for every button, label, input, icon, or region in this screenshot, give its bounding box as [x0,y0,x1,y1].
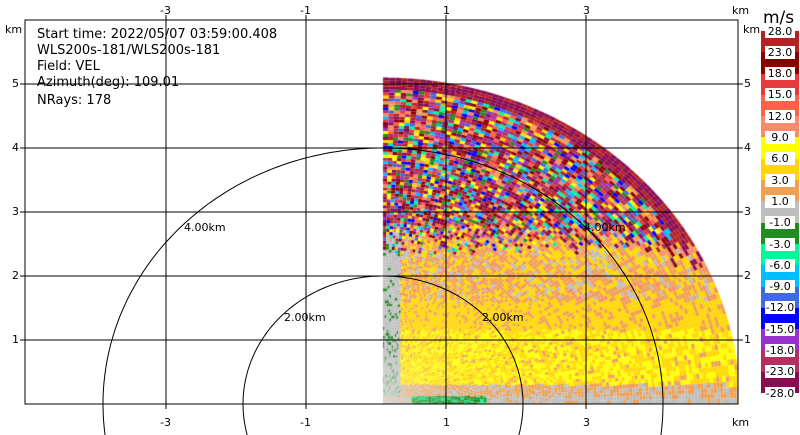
info-instrument: WLS200s-181/WLS200s-181 [37,43,221,58]
y-tick-left: 3 [12,205,19,218]
ring-label-4km: 4.00km [184,221,226,234]
x-tick-bottom: 3 [583,416,590,429]
x-unit-top: km [732,4,750,17]
colorbar-label: 15.0 [765,88,795,102]
y-tick-left: 1 [12,333,19,346]
x-tick-top: -3 [160,4,171,17]
colorbar-label: -9.0 [765,280,795,294]
info-nrays: NRays: 178 [37,93,112,108]
colorbar-label: 23.0 [765,45,795,59]
plot-frame [24,19,739,405]
y-tick-right: 1 [744,333,751,346]
colorbar-label: 12.0 [765,109,795,123]
colorbar-label: -18.0 [765,344,795,357]
ring-label-4km: 4.00km [584,221,626,234]
y-tick-right: 4 [744,141,751,154]
colorbar-label: 18.0 [765,67,795,81]
range-ring [102,147,664,435]
x-unit-bottom: km [732,416,750,429]
info-azimuth: Azimuth(deg): 109.01 [37,75,180,90]
y-tick-right: 5 [744,77,751,90]
colorbar-label: 28.0 [765,24,795,38]
colorbar: 28.0 23.0 18.0 15.0 12.0 9.0 6.0 3.0 1.0 -1.0 -3.0… [761,24,799,400]
y-tick-right: 3 [744,205,751,218]
colorbar-label: -12.0 [765,301,795,315]
x-tick-bottom: 1 [443,416,450,429]
colorbar-label: 6.0 [765,152,795,166]
colorbar-label: 1.0 [765,194,795,208]
x-tick-bottom: -3 [160,416,171,429]
y-tick-left: 2 [12,269,19,282]
colorbar-label: -28.0 [765,386,795,400]
colorbar-label: 9.0 [765,131,795,144]
colorbar-label: -1.0 [765,216,795,230]
y-tick-left: 5 [12,77,19,90]
x-tick-top: 1 [443,4,450,17]
ring-label-2km: 2.00km [284,311,326,324]
colorbar-label: -3.0 [765,237,795,251]
colorbar-label: -23.0 [765,365,795,379]
ring-label-2km: 2.00km [482,311,524,324]
y-unit-left: km [5,23,23,36]
colorbar-label: 3.0 [765,173,795,187]
info-field: Field: VEL [37,59,100,74]
x-tick-top: -1 [300,4,311,17]
x-tick-top: 3 [583,4,590,17]
colorbar-label: -15.0 [765,322,795,336]
x-tick-bottom: -1 [300,416,311,429]
y-unit-right: km [743,23,761,36]
colorbar-unit: m/s [763,8,795,28]
info-start-time: Start time: 2022/05/07 03:59:00.408 [37,27,278,42]
y-tick-left: 4 [12,141,19,154]
range-ring [242,275,524,435]
colorbar-label: -6.0 [765,258,795,272]
y-tick-right: 2 [744,269,751,282]
